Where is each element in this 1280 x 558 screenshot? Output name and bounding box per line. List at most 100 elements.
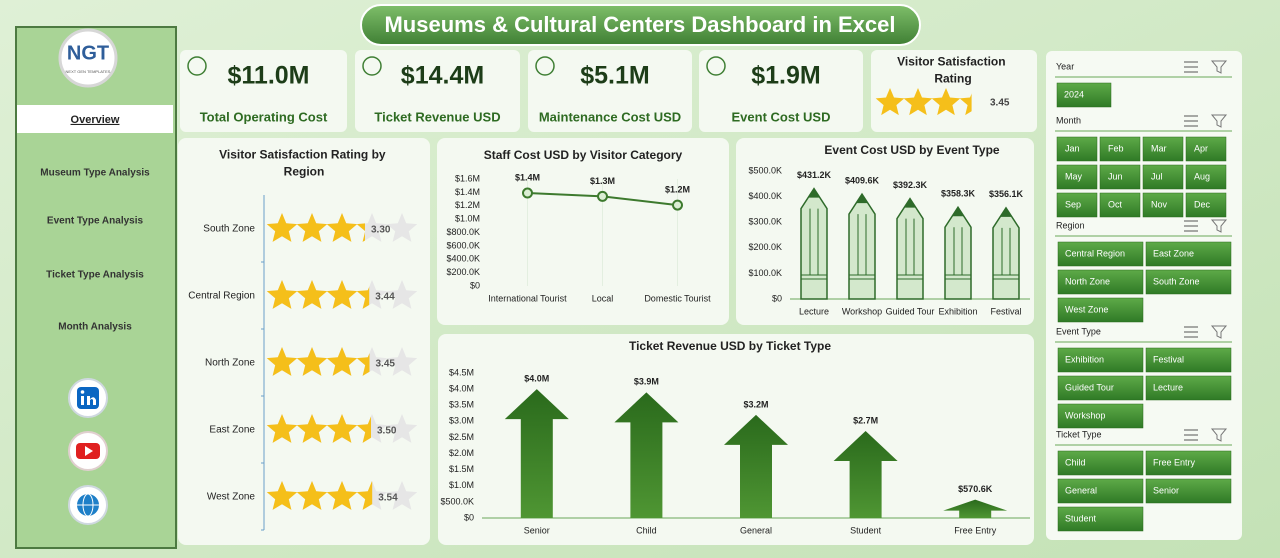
nav-item[interactable]: Month Analysis bbox=[58, 322, 132, 333]
slicer-button[interactable] bbox=[1057, 297, 1144, 323]
slicer-button[interactable] bbox=[1145, 347, 1232, 373]
slicer-clear-filter[interactable] bbox=[1210, 219, 1228, 233]
nav-item[interactable]: Overview bbox=[71, 114, 120, 126]
y-tick-label: $100.0K bbox=[748, 268, 782, 278]
slicer-button[interactable] bbox=[1056, 136, 1098, 162]
slicer-button-label[interactable]: Dec bbox=[1194, 199, 1211, 209]
nav-item[interactable]: Ticket Type Analysis bbox=[46, 270, 144, 281]
slicer-button-label[interactable]: Central Region bbox=[1065, 248, 1125, 258]
social-linkedin[interactable] bbox=[68, 378, 108, 418]
slicer-button-label[interactable]: General bbox=[1065, 485, 1097, 495]
nav-item[interactable]: Museum Type Analysis bbox=[40, 168, 150, 179]
slicer-button-label[interactable]: West Zone bbox=[1065, 304, 1108, 314]
pencil-detail bbox=[993, 227, 1019, 280]
slicer-button-label[interactable]: 2024 bbox=[1064, 89, 1084, 99]
slicer-button-label[interactable]: Child bbox=[1065, 457, 1086, 467]
slicer-button-label[interactable]: Guided Tour bbox=[1065, 382, 1114, 392]
slicer-multiselect-icon[interactable] bbox=[1184, 429, 1198, 441]
slicer-button[interactable] bbox=[1057, 347, 1144, 373]
slicer-button[interactable] bbox=[1057, 375, 1144, 401]
slicer-button-label[interactable]: Sep bbox=[1065, 199, 1081, 209]
star bbox=[903, 88, 933, 116]
slicer-button-label[interactable]: East Zone bbox=[1153, 248, 1194, 258]
slicer-button-label[interactable]: Lecture bbox=[1153, 382, 1183, 392]
x-tick-label: Domestic Tourist bbox=[644, 293, 711, 303]
x-tick-label: International Tourist bbox=[488, 293, 567, 303]
social-website[interactable] bbox=[68, 485, 108, 525]
star-empty bbox=[386, 414, 418, 443]
y-tick-label: South Zone bbox=[203, 224, 255, 235]
slicer-button-label[interactable]: Mar bbox=[1151, 143, 1167, 153]
y-tick-label: $500.0K bbox=[440, 496, 474, 506]
slicer-button[interactable] bbox=[1057, 269, 1144, 295]
slicer-button[interactable] bbox=[1057, 506, 1144, 532]
nav-item[interactable]: Event Type Analysis bbox=[47, 216, 144, 227]
slicer-button[interactable] bbox=[1145, 269, 1232, 295]
pencil-tip bbox=[952, 207, 964, 217]
slicer-button-label[interactable]: Oct bbox=[1108, 199, 1123, 209]
y-tick-label: $1.0M bbox=[449, 480, 474, 490]
x-tick-label: Lecture bbox=[799, 306, 829, 316]
slicer-button[interactable] bbox=[1142, 136, 1184, 162]
slicer-button-label[interactable]: Senior bbox=[1153, 485, 1179, 495]
y-tick-label: $400.0K bbox=[446, 254, 480, 264]
slicer-button-label[interactable]: Exhibition bbox=[1065, 354, 1104, 364]
star bbox=[959, 93, 972, 116]
slicer-button-label[interactable]: Aug bbox=[1194, 171, 1210, 181]
slicer-clear-filter[interactable] bbox=[1210, 60, 1228, 74]
slicer-button-label[interactable]: May bbox=[1065, 171, 1083, 181]
slicer-button[interactable] bbox=[1145, 478, 1232, 504]
y-tick-label: West Zone bbox=[207, 492, 256, 503]
slicer-button-label[interactable]: Apr bbox=[1194, 143, 1208, 153]
y-tick-label: $0 bbox=[470, 280, 480, 290]
slicer-button-label[interactable]: Nov bbox=[1151, 199, 1168, 209]
slicer-clear-filter[interactable] bbox=[1210, 428, 1228, 442]
kpi-value: $5.1M bbox=[580, 62, 649, 90]
slicer-multiselect-icon[interactable] bbox=[1184, 326, 1198, 338]
slicer-button-label[interactable]: Feb bbox=[1108, 143, 1124, 153]
slicer-button[interactable] bbox=[1145, 241, 1232, 267]
slicer-button[interactable] bbox=[1056, 82, 1112, 108]
slicer-button-label[interactable]: South Zone bbox=[1153, 276, 1200, 286]
slicer-button-label[interactable]: Jan bbox=[1065, 143, 1080, 153]
slicer-button-label[interactable]: Student bbox=[1065, 513, 1097, 523]
slicer-multiselect-icon[interactable] bbox=[1184, 61, 1198, 73]
slicer-button[interactable] bbox=[1099, 164, 1141, 190]
slicer-button[interactable] bbox=[1057, 450, 1144, 476]
slicer-clear-filter[interactable] bbox=[1210, 325, 1228, 339]
data-label: $3.2M bbox=[743, 399, 768, 409]
pencil-tip bbox=[808, 188, 820, 198]
point bbox=[597, 190, 608, 202]
slicer-button[interactable] bbox=[1057, 403, 1144, 429]
slicer-button[interactable] bbox=[1145, 450, 1232, 476]
slicer-button-label[interactable]: Jun bbox=[1108, 171, 1123, 181]
slicer-button[interactable] bbox=[1099, 136, 1141, 162]
slicer-button-label[interactable]: Workshop bbox=[1065, 410, 1105, 420]
slicer-title: Event Type bbox=[1056, 326, 1101, 336]
slicer-button[interactable] bbox=[1057, 241, 1144, 267]
slicer-button[interactable] bbox=[1145, 375, 1232, 401]
slicer-clear-filter[interactable] bbox=[1210, 114, 1228, 128]
social-youtube[interactable] bbox=[68, 431, 108, 471]
slicer-button[interactable] bbox=[1142, 192, 1184, 218]
slicer-multiselect-icon[interactable] bbox=[1184, 115, 1198, 127]
slicer-button[interactable] bbox=[1185, 164, 1227, 190]
slicer-button-label[interactable]: Festival bbox=[1153, 354, 1184, 364]
data-label: $2.7M bbox=[853, 415, 878, 425]
slicer-button[interactable] bbox=[1057, 478, 1144, 504]
slicer-button[interactable] bbox=[1185, 192, 1227, 218]
pencil-tip bbox=[904, 198, 916, 208]
slicer-button-label[interactable]: Jul bbox=[1151, 171, 1163, 181]
slicer-button[interactable] bbox=[1056, 164, 1098, 190]
slicer-button-label[interactable]: North Zone bbox=[1065, 276, 1110, 286]
slicer-button[interactable] bbox=[1142, 164, 1184, 190]
nav-selected bbox=[17, 105, 173, 133]
slicer-multiselect-icon[interactable] bbox=[1184, 220, 1198, 232]
slicer-button[interactable] bbox=[1056, 192, 1098, 218]
slicer-button-label[interactable]: Free Entry bbox=[1153, 457, 1196, 467]
kpi-label: Total Operating Cost bbox=[200, 109, 328, 124]
x-tick-label: Local bbox=[592, 293, 614, 303]
slicer-button[interactable] bbox=[1185, 136, 1227, 162]
slicer-button[interactable] bbox=[1099, 192, 1141, 218]
